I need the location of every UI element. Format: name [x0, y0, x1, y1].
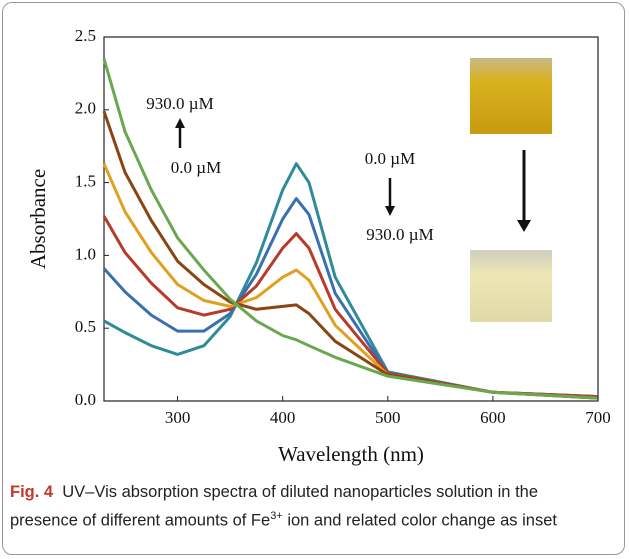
inset-arrowhead [517, 220, 531, 232]
arrowhead-up [175, 118, 185, 128]
x-tick-label: 400 [270, 408, 296, 427]
y-tick-label: 0.5 [75, 317, 96, 336]
caption-label: Fig. 4 [10, 483, 54, 501]
caption-superscript: 3+ [270, 510, 283, 522]
inset-vial-pale [470, 250, 552, 322]
spectrum-line [102, 215, 599, 399]
caption-text: UV–Vis absorption spectra of diluted nan… [10, 483, 539, 530]
caption-text: ion and related color change as inset [282, 511, 557, 530]
x-tick-label: 700 [585, 408, 611, 427]
y-tick-label: 1.5 [75, 172, 96, 191]
inset-vial-yellow [470, 58, 552, 134]
x-tick-label: 300 [165, 408, 191, 427]
chart: 930.0 µM 0.0 µM 0.0 µM 930.0 µM Waveleng… [26, 26, 611, 466]
spectrum-line [102, 110, 599, 400]
spectrum-line [102, 163, 599, 400]
spectrum-line [103, 162, 599, 399]
annotation: 0.0 µM [171, 158, 221, 177]
x-tick-label: 600 [480, 408, 506, 427]
annotation: 930.0 µM [146, 94, 213, 113]
arrowhead-down [385, 206, 395, 216]
annotation: 930.0 µM [366, 225, 433, 244]
x-tick-label: 500 [375, 408, 401, 427]
caption: Fig. 4 UV–Vis absorption spectra of dilu… [10, 480, 610, 533]
x-axis-title: Wavelength (nm) [278, 442, 424, 466]
y-tick-label: 1.0 [75, 244, 96, 263]
y-tick-label: 2.0 [75, 99, 96, 118]
spectrum-line [102, 58, 599, 400]
y-tick-label: 0.0 [75, 390, 96, 409]
y-tick-label: 2.5 [75, 26, 96, 45]
annotation: 0.0 µM [365, 149, 415, 168]
y-axis-title: Absorbance [26, 169, 50, 269]
figure-frame [2, 2, 625, 555]
spectrum-line [102, 197, 599, 399]
